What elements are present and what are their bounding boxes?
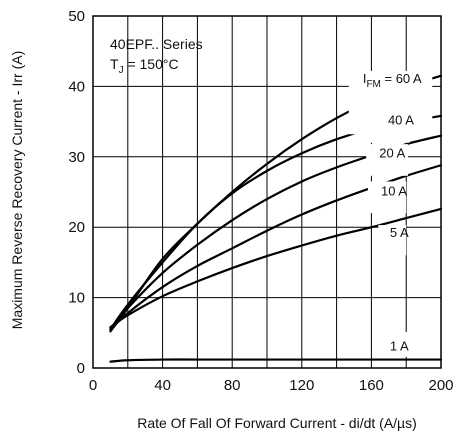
series-line bbox=[109, 358, 443, 363]
y-axis-title: Maximum Reverse Recovery Current - Irr (… bbox=[9, 51, 25, 330]
tick-labels: 0 40 80 120 160 200 0 10 20 30 40 50 bbox=[68, 8, 453, 394]
series-label: IFM = 60 A bbox=[363, 71, 422, 90]
annotation-temperature: TJ = 150°C bbox=[110, 56, 179, 76]
y-tick-label: 50 bbox=[68, 8, 85, 25]
x-tick-label: 40 bbox=[154, 377, 171, 394]
series-label-main: I bbox=[363, 71, 367, 86]
annotation-temp-value: = 150°C bbox=[124, 56, 179, 72]
annotation-temp-sub: J bbox=[119, 65, 124, 76]
series-line bbox=[109, 207, 443, 329]
plot-frame bbox=[92, 15, 442, 369]
y-tick-label: 40 bbox=[68, 78, 85, 95]
series-label: 20 A bbox=[379, 146, 405, 161]
y-tick-label: 10 bbox=[68, 290, 85, 307]
series-label-rest: = 60 A bbox=[381, 71, 422, 86]
series-label: 1 A bbox=[390, 338, 409, 353]
annotation-temp-prefix: T bbox=[110, 56, 119, 72]
annotation-series: 40EPF.. Series bbox=[110, 36, 203, 52]
series-label-bg bbox=[378, 225, 407, 256]
series-label: 40 A bbox=[388, 112, 414, 127]
x-tick-label: 80 bbox=[224, 377, 241, 394]
series-label-bg bbox=[366, 111, 410, 143]
x-tick-label: 160 bbox=[359, 377, 384, 394]
series-label: 10 A bbox=[381, 184, 407, 199]
series-labels: IFM = 60 A 40 A 20 A 10 A 5 A 1 A bbox=[348, 71, 433, 357]
y-tick-label: 30 bbox=[68, 149, 85, 166]
series-label-sub: FM bbox=[366, 79, 380, 90]
x-tick-label: 0 bbox=[89, 377, 97, 394]
y-tick-label: 0 bbox=[77, 360, 85, 377]
x-tick-label: 120 bbox=[289, 377, 314, 394]
series-label-bg bbox=[380, 332, 419, 357]
series-label-bg bbox=[366, 144, 408, 176]
y-tick-label: 20 bbox=[68, 219, 85, 236]
x-tick-label: 200 bbox=[428, 377, 453, 394]
series-label: 5 A bbox=[390, 225, 409, 240]
x-axis-title: Rate Of Fall Of Forward Current - di/dt … bbox=[137, 415, 417, 431]
series-label-bg bbox=[367, 181, 407, 214]
